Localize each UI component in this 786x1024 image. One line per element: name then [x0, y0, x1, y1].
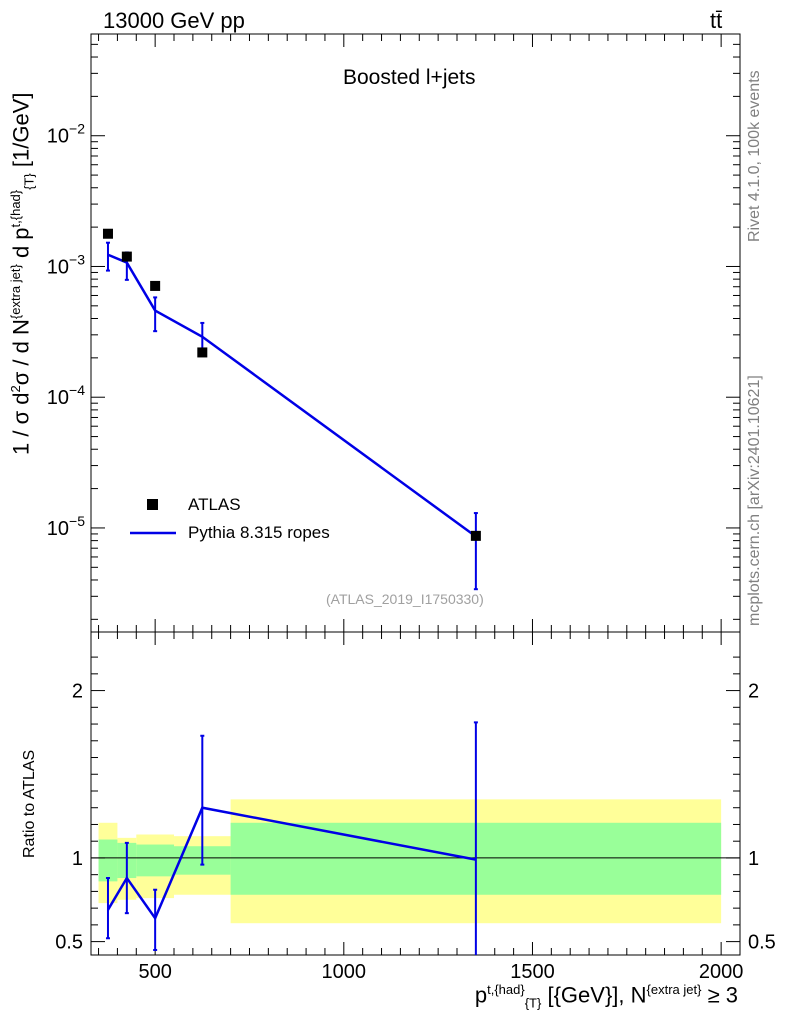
ratio-y-tick-label-right: 1 — [748, 848, 759, 870]
energy-label: 13000 GeV pp — [103, 8, 245, 33]
main-y-tick-label: 10−3 — [47, 251, 85, 278]
rivet-label: Rivet 4.1.0, 100k events — [746, 70, 763, 242]
source-label: mcplots.cern.ch [arXiv:2401.10621] — [746, 375, 763, 626]
x-axis-label: pt,{had}{T} [{GeV}], N{extra jet} ≥ 3 — [474, 982, 738, 1011]
ratio-band-green-0 — [98, 839, 118, 882]
ratio-y-tick-label-right: 2 — [748, 681, 759, 703]
main-y-tick-label: 10−5 — [47, 513, 85, 540]
ratio-y-tick-label-left: 0.5 — [55, 932, 83, 954]
main-y-tick-label: 10−2 — [47, 121, 85, 148]
atlas-data-point — [470, 530, 481, 541]
legend-atlas-label: ATLAS — [188, 495, 241, 514]
legend-atlas-marker — [147, 499, 158, 510]
process-label: tt̄ — [710, 8, 723, 33]
main-y-axis-label: 1 / σ d2σ / d N{extra jet} d pt,{had}{T}… — [8, 92, 37, 455]
ratio-band-green-2 — [136, 844, 175, 877]
main-y-tick-label: 10−4 — [47, 382, 85, 409]
ratio-panel-frame — [90, 631, 741, 956]
ratio-y-tick-label-right: 0.5 — [748, 932, 776, 954]
atlas-data-point — [102, 228, 113, 239]
x-tick-label: 2000 — [699, 961, 744, 983]
atlas-data-point — [121, 251, 132, 262]
legend-pythia-label: Pythia 8.315 ropes — [188, 523, 330, 542]
analysis-tag: (ATLAS_2019_I1750330) — [326, 591, 484, 607]
x-tick-label: 1500 — [510, 961, 555, 983]
ratio-y-axis-label: Ratio to ATLAS — [21, 749, 38, 858]
x-tick-label: 500 — [138, 961, 171, 983]
ratio-y-tick-label-left: 2 — [72, 681, 83, 703]
atlas-data-point — [150, 280, 161, 291]
atlas-data-point — [197, 347, 208, 358]
plot-title: Boosted l+jets — [343, 66, 476, 89]
x-tick-label: 1000 — [322, 961, 367, 983]
ratio-y-tick-label-left: 1 — [72, 848, 83, 870]
pythia-line — [107, 253, 477, 538]
